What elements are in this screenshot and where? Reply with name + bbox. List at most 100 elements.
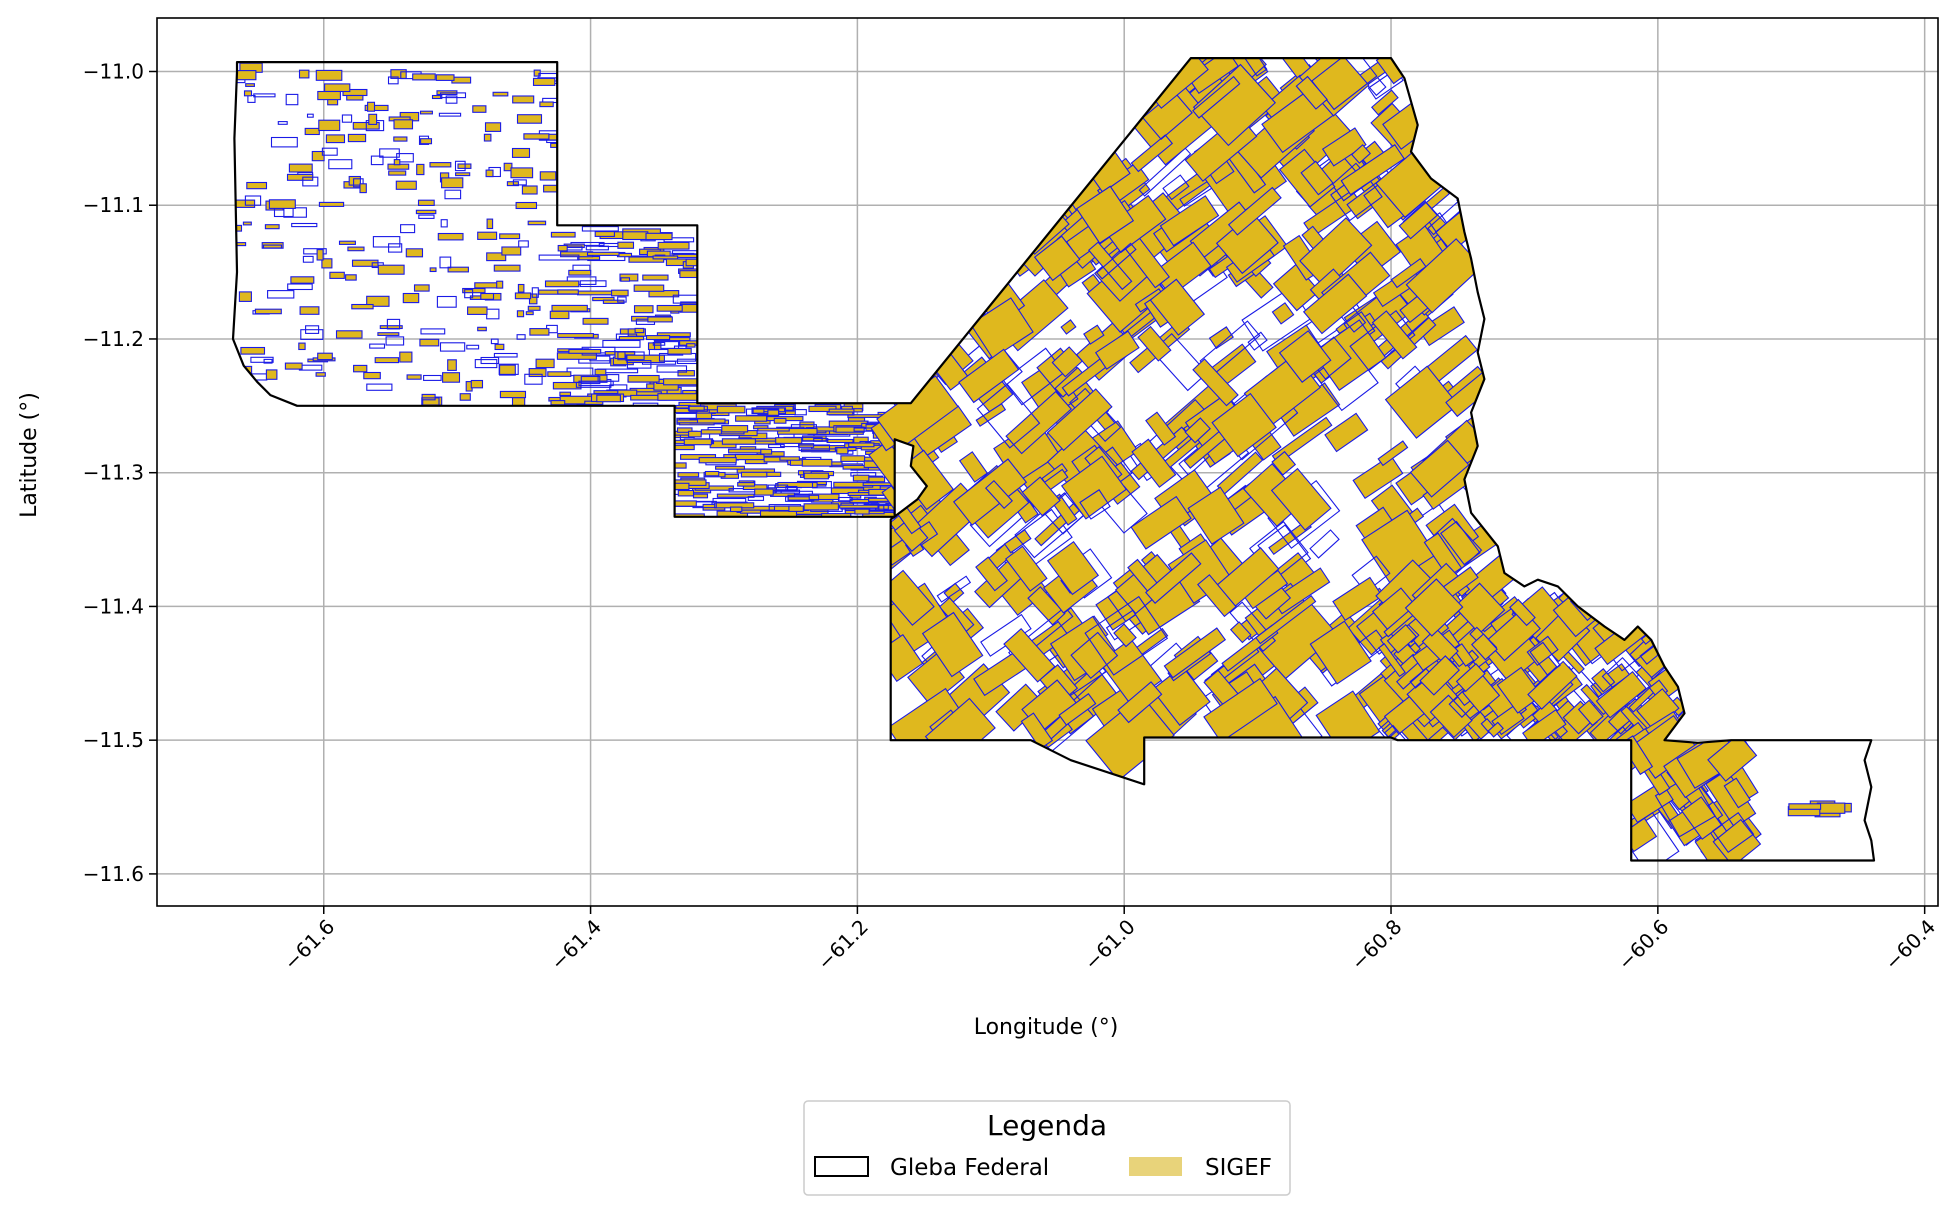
sigef-parcel <box>839 504 879 509</box>
sigef-parcel <box>439 342 466 352</box>
sigef-parcel <box>436 295 457 308</box>
sigef-parcel <box>594 231 615 237</box>
sigef-parcel <box>757 427 790 432</box>
sigef-parcel <box>233 199 256 208</box>
sigef-parcel <box>616 252 633 258</box>
sigef-parcel <box>420 328 446 335</box>
sigef-parcel <box>1386 623 1418 654</box>
sigef-parcel <box>304 127 320 136</box>
sigef-parcel <box>270 136 298 148</box>
sigef-parcel <box>262 244 283 249</box>
sigef-parcel <box>335 330 363 339</box>
sigef-parcel <box>1529 641 1561 676</box>
sigef-parcel <box>518 240 529 248</box>
sigef-parcel <box>300 329 324 340</box>
sigef-parcel <box>347 133 367 143</box>
sigef-parcel <box>798 444 831 451</box>
sigef-parcel <box>1577 699 1604 727</box>
sigef-parcel <box>1384 365 1459 439</box>
sigef-parcel <box>1051 346 1083 378</box>
y-tick-label: −11.3 <box>83 461 144 485</box>
sigef-parcel <box>1184 417 1211 444</box>
sigef-parcel <box>285 93 299 106</box>
sigef-parcel <box>737 482 756 487</box>
sigef-parcel <box>329 271 345 279</box>
sigef-parcel <box>512 179 527 186</box>
sigef-parcel <box>525 311 534 316</box>
sigef-parcel <box>1075 185 1135 244</box>
sigef-parcel <box>472 105 487 113</box>
sigef-parcel <box>1014 492 1085 559</box>
sigef-parcel <box>568 348 602 354</box>
sigef-parcel <box>499 364 516 376</box>
sigef-parcel <box>318 119 341 132</box>
sigef-parcel <box>470 379 484 389</box>
sigef-parcel <box>811 481 832 489</box>
sigef-parcel <box>1152 241 1212 297</box>
sigef-parcel <box>442 372 461 383</box>
sigef-parcel <box>620 277 631 282</box>
sigef-parcel <box>1487 721 1504 738</box>
sigef-parcel <box>402 292 420 304</box>
sigef-parcel <box>486 252 507 262</box>
sigef-parcel <box>370 155 384 166</box>
sigef-parcel <box>431 94 443 100</box>
sigef-parcel <box>785 485 798 492</box>
sigef-parcel <box>499 233 521 240</box>
sigef-parcel <box>523 133 550 140</box>
sigef-parcel <box>412 73 436 81</box>
sigef-parcel <box>866 476 886 483</box>
sigef-parcel <box>573 374 608 383</box>
sigef-parcel <box>498 363 519 375</box>
sigef-parcel <box>1229 621 1252 644</box>
sigef-parcel <box>721 438 756 445</box>
sigef-parcel <box>538 254 580 261</box>
sigef-parcel <box>1712 812 1755 854</box>
sigef-parcel <box>366 383 393 391</box>
sigef-parcel <box>813 437 829 442</box>
sigef-parcel <box>1509 598 1536 627</box>
sigef-parcel <box>747 496 765 501</box>
sigef-parcel <box>302 176 319 187</box>
sigef-parcel <box>1324 412 1369 453</box>
sigef-parcel <box>1619 811 1680 861</box>
sigef-parcel <box>451 76 472 84</box>
sigef-parcel <box>1300 160 1334 196</box>
sigef-parcel <box>440 219 448 228</box>
sigef-parcel <box>614 351 626 360</box>
legend-title: Legenda <box>987 1109 1107 1142</box>
sigef-parcel <box>532 77 556 86</box>
sigef-parcel <box>477 326 487 332</box>
sigef-parcel <box>1723 777 1752 809</box>
sigef-parcel <box>836 447 849 455</box>
sigef-parcel <box>417 199 435 206</box>
sigef-parcel <box>321 258 333 269</box>
sigef-parcel <box>656 304 683 312</box>
sigef-parcel <box>975 556 1008 592</box>
sigef-parcel <box>611 289 629 297</box>
sigef-parcel <box>1046 388 1113 452</box>
sigef-parcel <box>483 133 492 142</box>
sigef-parcel <box>429 162 452 168</box>
sigef-parcel <box>1429 694 1473 739</box>
sigef-parcel <box>1455 663 1486 693</box>
sigef-parcel <box>438 112 462 117</box>
sigef-parcel <box>1371 310 1418 360</box>
sigef-parcel <box>421 393 436 401</box>
sigef-parcel <box>1070 631 1119 680</box>
sigef-parcel <box>1192 75 1241 119</box>
sigef-parcel <box>1816 802 1846 814</box>
sigef-parcel <box>1255 594 1317 645</box>
sigef-parcel <box>338 240 356 245</box>
sigef-parcel <box>345 274 357 281</box>
sigef-parcel <box>317 352 333 361</box>
sigef-parcel <box>735 415 768 422</box>
sigef-parcel <box>415 209 437 215</box>
sigef-parcel <box>435 74 455 81</box>
sigef-parcel <box>395 180 417 190</box>
sigef-parcel <box>462 287 486 294</box>
sigef-parcel <box>372 236 401 248</box>
sigef-parcel <box>539 101 554 108</box>
sigef-parcel <box>250 356 274 363</box>
sigef-parcel <box>1496 666 1543 714</box>
